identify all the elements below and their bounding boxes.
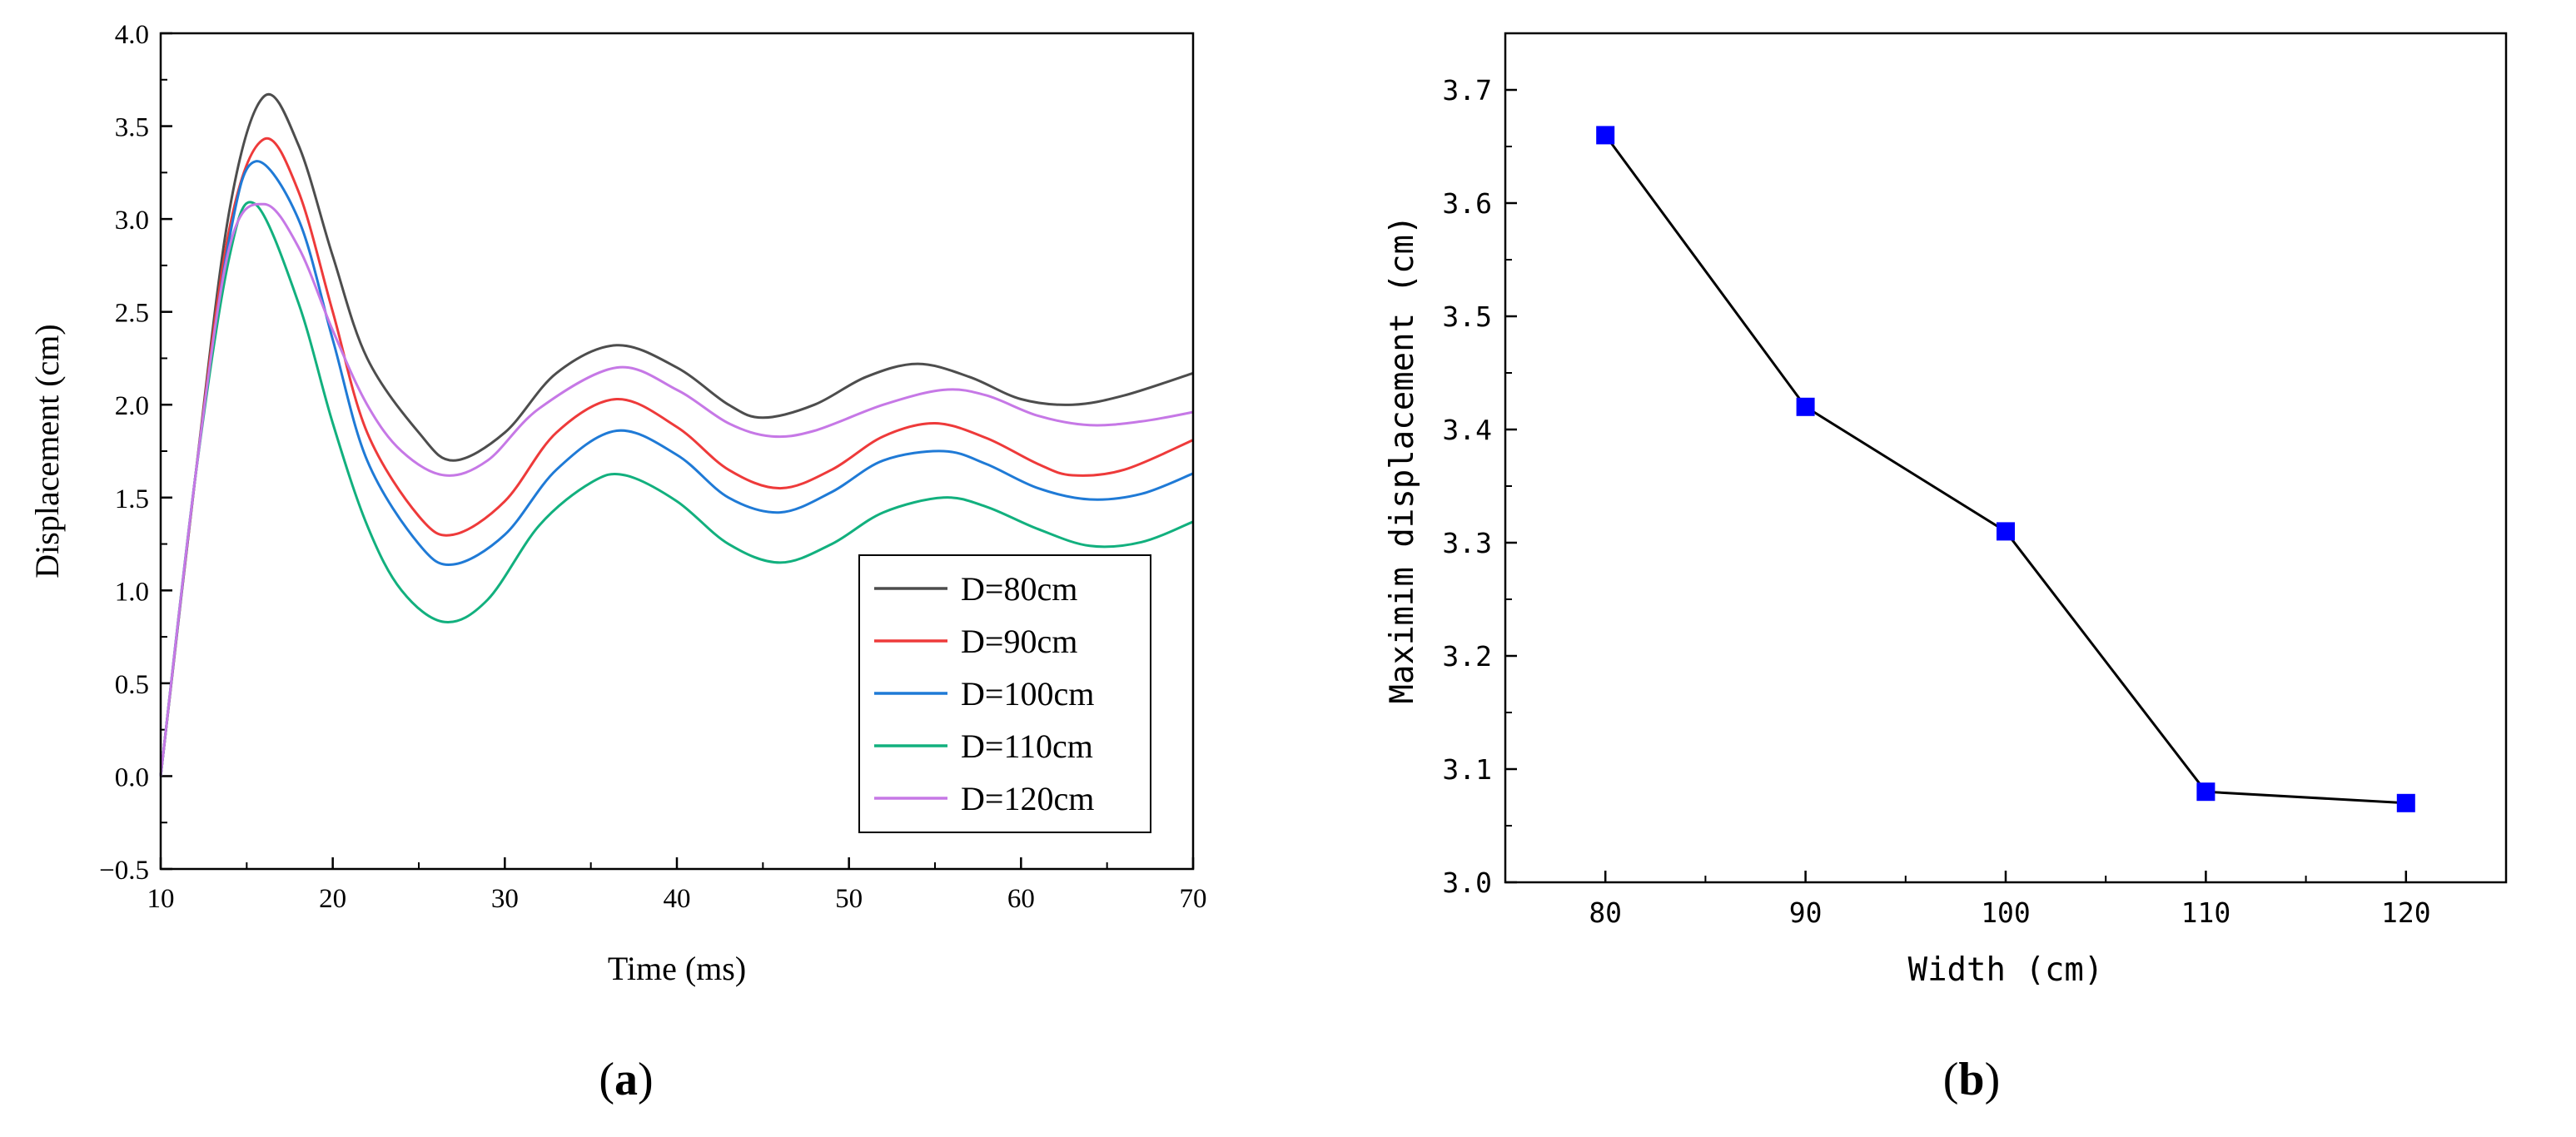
chart-a-y-tick-label: 2.0 xyxy=(115,391,149,421)
chart-b-panel-label: (b) xyxy=(1943,1054,2000,1105)
chart-a-x-axis-title: Time (ms) xyxy=(608,950,746,987)
chart-b-y-tick-label: 3.2 xyxy=(1442,640,1492,673)
chart-b-x-tick-label: 100 xyxy=(1981,896,2031,929)
chart-b-data-point-100 xyxy=(1997,522,2015,541)
chart-a-series-line-3 xyxy=(159,160,1194,777)
chart-b-x-tick-label: 90 xyxy=(1789,896,1823,929)
chart-a-x-tick-label: 20 xyxy=(319,884,346,914)
chart-b-panel-letter: b xyxy=(1958,1054,1984,1105)
chart-b-series-line xyxy=(1604,134,2406,805)
chart-a-y-tick-label: 0.5 xyxy=(115,670,149,700)
chart-a-x-tick-label: 70 xyxy=(1180,884,1207,914)
chart-a-x-tick-label: 50 xyxy=(835,884,863,914)
chart-b-data-point-110 xyxy=(2196,782,2215,802)
chart-a-legend-label-1: D=80cm xyxy=(961,570,1077,608)
chart-b-x-tick-label: 120 xyxy=(2381,896,2431,929)
chart-a-series-line-5 xyxy=(159,202,1194,777)
chart-b-y-tick-label: 3.3 xyxy=(1442,527,1492,559)
chart-b-y-tick-label: 3.1 xyxy=(1442,753,1492,786)
chart-a-series-line-4 xyxy=(159,201,1194,777)
chart-panel-b: 80 90 100 110 120 3.0 3.1 3.2 3.3 3.4 3.5 3.6 3.7 Wi… xyxy=(1384,32,2508,1105)
chart-b-y-tick-label: 3.4 xyxy=(1442,414,1492,446)
chart-a-plot-frame xyxy=(159,32,1195,871)
chart-b-y-tick-label: 3.0 xyxy=(1442,866,1492,899)
chart-a-y-tick-label: 3.0 xyxy=(115,206,149,236)
chart-b-series xyxy=(1596,126,2415,812)
chart-a-x-tick-label: 30 xyxy=(491,884,519,914)
chart-a-legend-label-2: D=90cm xyxy=(961,623,1077,660)
chart-a-panel-letter: a xyxy=(614,1054,638,1105)
chart-a-x-tick-label: 10 xyxy=(147,884,175,914)
chart-a-y-axis-title: Displacement (cm) xyxy=(28,324,66,578)
chart-a-legend-label-4: D=110cm xyxy=(961,727,1093,765)
chart-a-y-tick-label: 2.5 xyxy=(115,299,149,329)
chart-a-legend-label-5: D=120cm xyxy=(961,780,1094,817)
chart-b-plot-frame xyxy=(1504,32,2508,884)
chart-b-ticks xyxy=(1504,88,2507,884)
chart-a-x-tick-label: 60 xyxy=(1007,884,1035,914)
chart-panel-a: 10 20 30 40 50 60 70 −0.5 0.0 0.5 1.0 1.5 2.0 2.5 3.0 3… xyxy=(28,20,1207,1105)
chart-a-y-tick-label: 0.0 xyxy=(115,762,149,792)
chart-a-series-line-1 xyxy=(159,92,1194,777)
chart-a-legend: D=80cm D=90cm D=100cm D=110cm D=120cm xyxy=(858,554,1151,833)
chart-b-y-axis-title: Maximim displacement (cm) xyxy=(1384,216,1421,704)
chart-a-y-tick-label: 3.5 xyxy=(115,113,149,143)
chart-a-series xyxy=(159,92,1194,777)
chart-b-y-tick-label: 3.6 xyxy=(1442,187,1492,220)
chart-b-data-point-90 xyxy=(1796,397,1815,416)
chart-a-tick-labels: 10 20 30 40 50 60 70 −0.5 0.0 0.5 1.0 1.5 2.0 2.5 3.0 3… xyxy=(99,20,1206,914)
chart-a-legend-label-3: D=100cm xyxy=(961,675,1094,712)
chart-a-y-tick-label: 1.0 xyxy=(115,577,149,607)
chart-b-data-point-80 xyxy=(1596,126,1615,145)
chart-a-y-tick-label: −0.5 xyxy=(99,856,149,886)
chart-b-x-tick-label: 110 xyxy=(2181,896,2231,929)
chart-a-x-tick-label: 40 xyxy=(664,884,691,914)
chart-b-tick-labels: 80 90 100 110 120 3.0 3.1 3.2 3.3 3.4 3.5 3.6 3.7 xyxy=(1442,74,2430,929)
chart-b-y-tick-label: 3.5 xyxy=(1442,300,1492,333)
chart-b-x-tick-label: 80 xyxy=(1589,896,1622,929)
chart-b-x-axis-title: Width (cm) xyxy=(1908,951,2104,989)
chart-a-y-tick-label: 1.5 xyxy=(115,484,149,514)
chart-b-data-point-120 xyxy=(2396,793,2415,812)
chart-b-y-tick-label: 3.7 xyxy=(1442,74,1492,107)
chart-a-panel-label: (a) xyxy=(599,1054,653,1105)
chart-a-y-tick-label: 4.0 xyxy=(115,20,149,50)
